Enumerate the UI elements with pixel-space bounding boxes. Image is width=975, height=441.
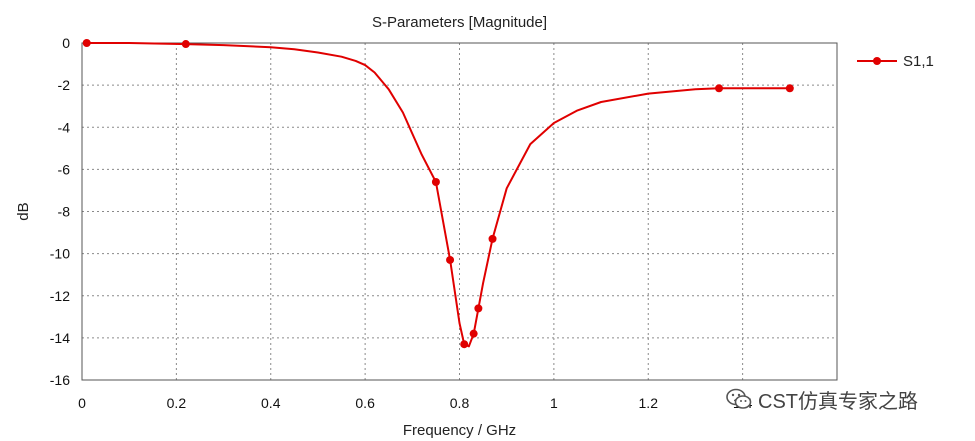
data-point-marker [460,340,469,349]
data-point-marker [446,255,455,264]
y-axis-label: dB [15,202,32,220]
series-layer [82,39,794,349]
data-point-marker [488,234,497,243]
data-point-marker [431,178,440,187]
data-point-marker [785,84,794,93]
x-tick-label: 0 [78,395,86,411]
x-axis-ticks: 00.20.40.60.811.21.4 [78,395,752,411]
y-tick-label: -6 [58,161,71,177]
y-tick-label: -10 [50,246,70,262]
chart-title: S-Parameters [Magnitude] [372,14,547,31]
data-point-marker [474,304,483,313]
x-tick-label: 0.2 [167,395,187,411]
watermark-text: CST仿真专家之路 [758,390,918,413]
x-tick-label: 1.2 [639,395,659,411]
legend-marker-s11 [873,57,881,65]
data-point-marker [82,39,91,47]
y-tick-label: -8 [58,204,71,220]
y-tick-label: -14 [50,330,70,346]
y-tick-label: -2 [58,77,71,93]
x-tick-label: 0.6 [355,395,375,411]
y-tick-label: -4 [58,119,71,135]
y-axis-ticks: 0 -2 -4 -6 -8 -10 -12 -14 -16 [50,35,70,388]
y-tick-label: 0 [62,35,70,51]
x-axis-label: Frequency / GHz [403,422,516,439]
plot-frame [81,42,838,381]
wechat-icon [726,388,752,409]
series-line-s11 [86,42,790,348]
legend-label-s11: S1,1 [903,53,934,70]
data-point-marker [469,329,478,338]
x-tick-label: 0.4 [261,395,281,411]
y-tick-label: -12 [50,288,70,304]
watermark: CST仿真专家之路 [726,384,956,414]
data-point-marker [181,40,190,49]
x-tick-label: 0.8 [450,395,470,411]
x-tick-label: 1 [550,395,558,411]
grid-lines [82,43,837,380]
y-tick-label: -16 [50,372,70,388]
legend[interactable]: S1,1 [857,53,934,70]
data-point-marker [715,84,724,93]
